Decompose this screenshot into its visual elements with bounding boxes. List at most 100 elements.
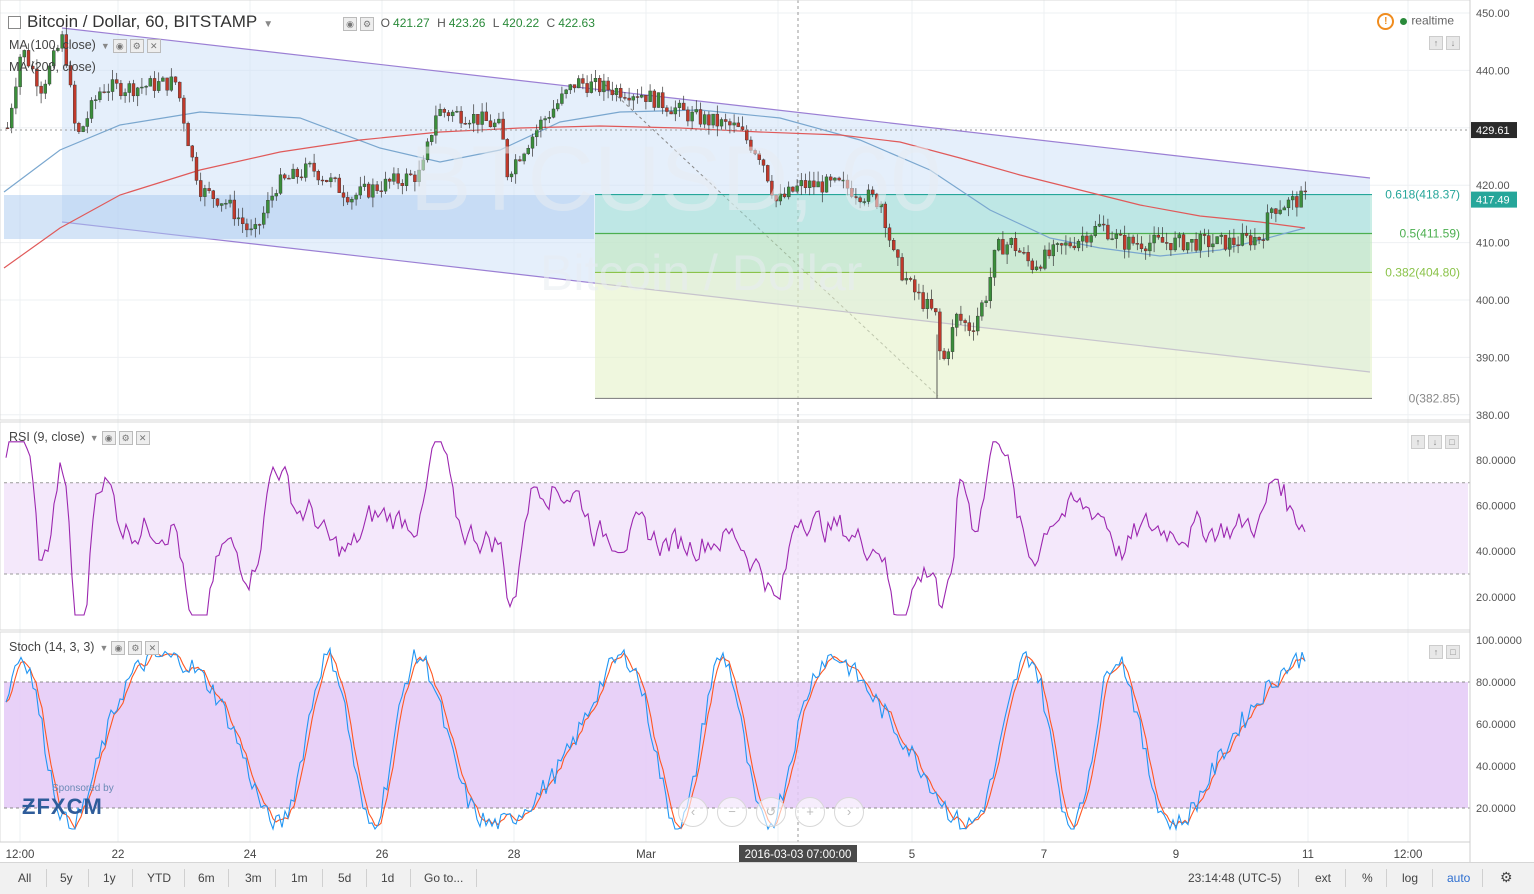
arrow-down-icon[interactable]: ↓ bbox=[1446, 36, 1460, 50]
arrow-up-icon[interactable]: ↑ bbox=[1429, 645, 1443, 659]
close-icon[interactable]: ✕ bbox=[135, 430, 150, 445]
range-1y[interactable]: 1y bbox=[103, 871, 116, 885]
candle-body bbox=[350, 198, 354, 203]
candle-body bbox=[249, 228, 253, 231]
eye-icon[interactable]: ◉ bbox=[101, 430, 116, 445]
candle-body bbox=[14, 86, 18, 109]
range-3m[interactable]: 3m bbox=[245, 871, 262, 885]
chevron-down-icon[interactable]: ▼ bbox=[263, 19, 274, 30]
collapse-icon[interactable] bbox=[8, 16, 21, 30]
toggle-ext[interactable]: ext bbox=[1315, 871, 1332, 885]
toggle-log[interactable]: log bbox=[1402, 871, 1419, 885]
chevron-down-icon: ▼ bbox=[89, 433, 99, 443]
current-price-badge bbox=[1471, 191, 1517, 208]
candle-body bbox=[543, 118, 547, 121]
candle-body bbox=[35, 68, 39, 87]
range-6m[interactable]: 6m bbox=[198, 871, 215, 885]
candle-body bbox=[635, 96, 640, 98]
range-5y[interactable]: 5y bbox=[60, 871, 73, 885]
candle-body bbox=[921, 292, 925, 309]
arrow-up-icon[interactable]: ↑ bbox=[1429, 36, 1443, 50]
settings-icon[interactable]: ⚙ bbox=[360, 16, 374, 31]
settings-icon[interactable]: ⚙ bbox=[118, 430, 133, 445]
ma200-legend[interactable]: MA (200, close) bbox=[9, 60, 96, 74]
candle-body bbox=[677, 102, 682, 108]
stoch-legend[interactable]: Stoch (14, 3, 3) ▼ ◉ ⚙ ✕ bbox=[9, 640, 160, 655]
time-tick-label: 22 bbox=[112, 849, 125, 861]
candle-body bbox=[1101, 223, 1106, 226]
candle-body bbox=[1211, 243, 1215, 248]
price-tick-label: 410.00 bbox=[1476, 238, 1510, 250]
zoom-in-icon[interactable]: + bbox=[795, 797, 825, 827]
current-price-label: 417.49 bbox=[1476, 195, 1510, 207]
candle-body bbox=[144, 86, 148, 88]
candle-body bbox=[1013, 238, 1018, 252]
eye-icon[interactable]: ◉ bbox=[343, 16, 357, 31]
candle-body bbox=[240, 217, 245, 225]
price-tick-label: 380.00 bbox=[1476, 410, 1510, 422]
goto-button[interactable]: Go to... bbox=[424, 871, 464, 885]
candle-body bbox=[31, 65, 35, 70]
chevron-right-icon[interactable]: › bbox=[834, 797, 864, 827]
sponsor-logo[interactable]: Sponsored by ƵFXCM bbox=[22, 783, 114, 819]
range-1d[interactable]: 1d bbox=[381, 871, 395, 885]
settings-icon[interactable]: ⚙ bbox=[128, 640, 143, 655]
candle-body bbox=[959, 313, 963, 321]
close-icon[interactable]: ✕ bbox=[145, 640, 160, 655]
maximize-icon[interactable]: □ bbox=[1446, 645, 1460, 659]
candle-body bbox=[1265, 212, 1270, 241]
candle-body bbox=[1206, 235, 1211, 248]
last-price-badge bbox=[1471, 122, 1517, 139]
channel-upper-line bbox=[61, 27, 1371, 179]
eye-icon[interactable]: ◉ bbox=[111, 640, 126, 655]
candle-body bbox=[997, 239, 1001, 251]
rsi-tick-label: 60.0000 bbox=[1476, 501, 1516, 513]
candle-body bbox=[871, 189, 875, 195]
warning-icon[interactable]: ! bbox=[1377, 13, 1395, 30]
chevron-left-icon[interactable]: ‹ bbox=[678, 797, 708, 827]
candle-body bbox=[824, 176, 829, 193]
rsi-legend[interactable]: RSI (9, close) ▼ ◉ ⚙ ✕ bbox=[9, 430, 150, 445]
candle-body bbox=[787, 186, 791, 198]
clock[interactable]: 23:14:48 (UTC-5) bbox=[1188, 871, 1282, 885]
zoom-out-icon[interactable]: − bbox=[717, 797, 747, 827]
maximize-icon[interactable]: □ bbox=[1445, 435, 1459, 449]
candle-body bbox=[879, 203, 883, 208]
candle-body bbox=[1051, 244, 1056, 257]
candle-body bbox=[614, 88, 619, 96]
candle-body bbox=[1122, 235, 1127, 250]
settings-icon[interactable]: ⚙ bbox=[129, 38, 144, 53]
candle-body bbox=[299, 176, 304, 179]
candle-body bbox=[652, 90, 656, 108]
range-all[interactable]: All bbox=[18, 871, 32, 885]
candle-body bbox=[707, 114, 711, 126]
candle-body bbox=[18, 56, 22, 88]
candle-body bbox=[795, 185, 799, 192]
candle-body bbox=[77, 123, 81, 132]
arrow-up-icon[interactable]: ↑ bbox=[1411, 435, 1425, 449]
toggle-auto[interactable]: auto bbox=[1447, 871, 1471, 885]
eye-icon[interactable]: ◉ bbox=[112, 38, 127, 53]
range-ytd[interactable]: YTD bbox=[147, 871, 171, 885]
candle-body bbox=[392, 173, 396, 182]
candle-body bbox=[451, 111, 455, 117]
candle-body bbox=[1274, 208, 1278, 214]
chart-canvas[interactable]: 0.618(418.37) 0.5(411.59) 0.382(404.80) 0(3… bbox=[0, 0, 1534, 862]
candle-body bbox=[854, 196, 858, 198]
gear-icon[interactable]: ⚙ bbox=[1500, 869, 1513, 885]
candle-body bbox=[719, 119, 724, 127]
symbol-title[interactable]: Bitcoin / Dollar, 60, BITSTAMP ▼ bbox=[8, 12, 273, 32]
candle-body bbox=[1290, 196, 1295, 201]
candle-body bbox=[110, 79, 115, 92]
range-1m[interactable]: 1m bbox=[291, 871, 308, 885]
ma100-legend[interactable]: MA (100, close) ▼ ◉ ⚙ ✕ bbox=[9, 38, 161, 53]
close-icon[interactable]: ✕ bbox=[146, 38, 161, 53]
reset-icon[interactable]: ↺ bbox=[756, 797, 786, 827]
candle-body bbox=[782, 193, 787, 198]
range-5d[interactable]: 5d bbox=[338, 871, 352, 885]
candle-body bbox=[371, 184, 375, 198]
arrow-down-icon[interactable]: ↓ bbox=[1428, 435, 1442, 449]
candle-body bbox=[1022, 252, 1026, 254]
toggle-percent[interactable]: % bbox=[1362, 871, 1373, 885]
candle-body bbox=[892, 240, 896, 251]
